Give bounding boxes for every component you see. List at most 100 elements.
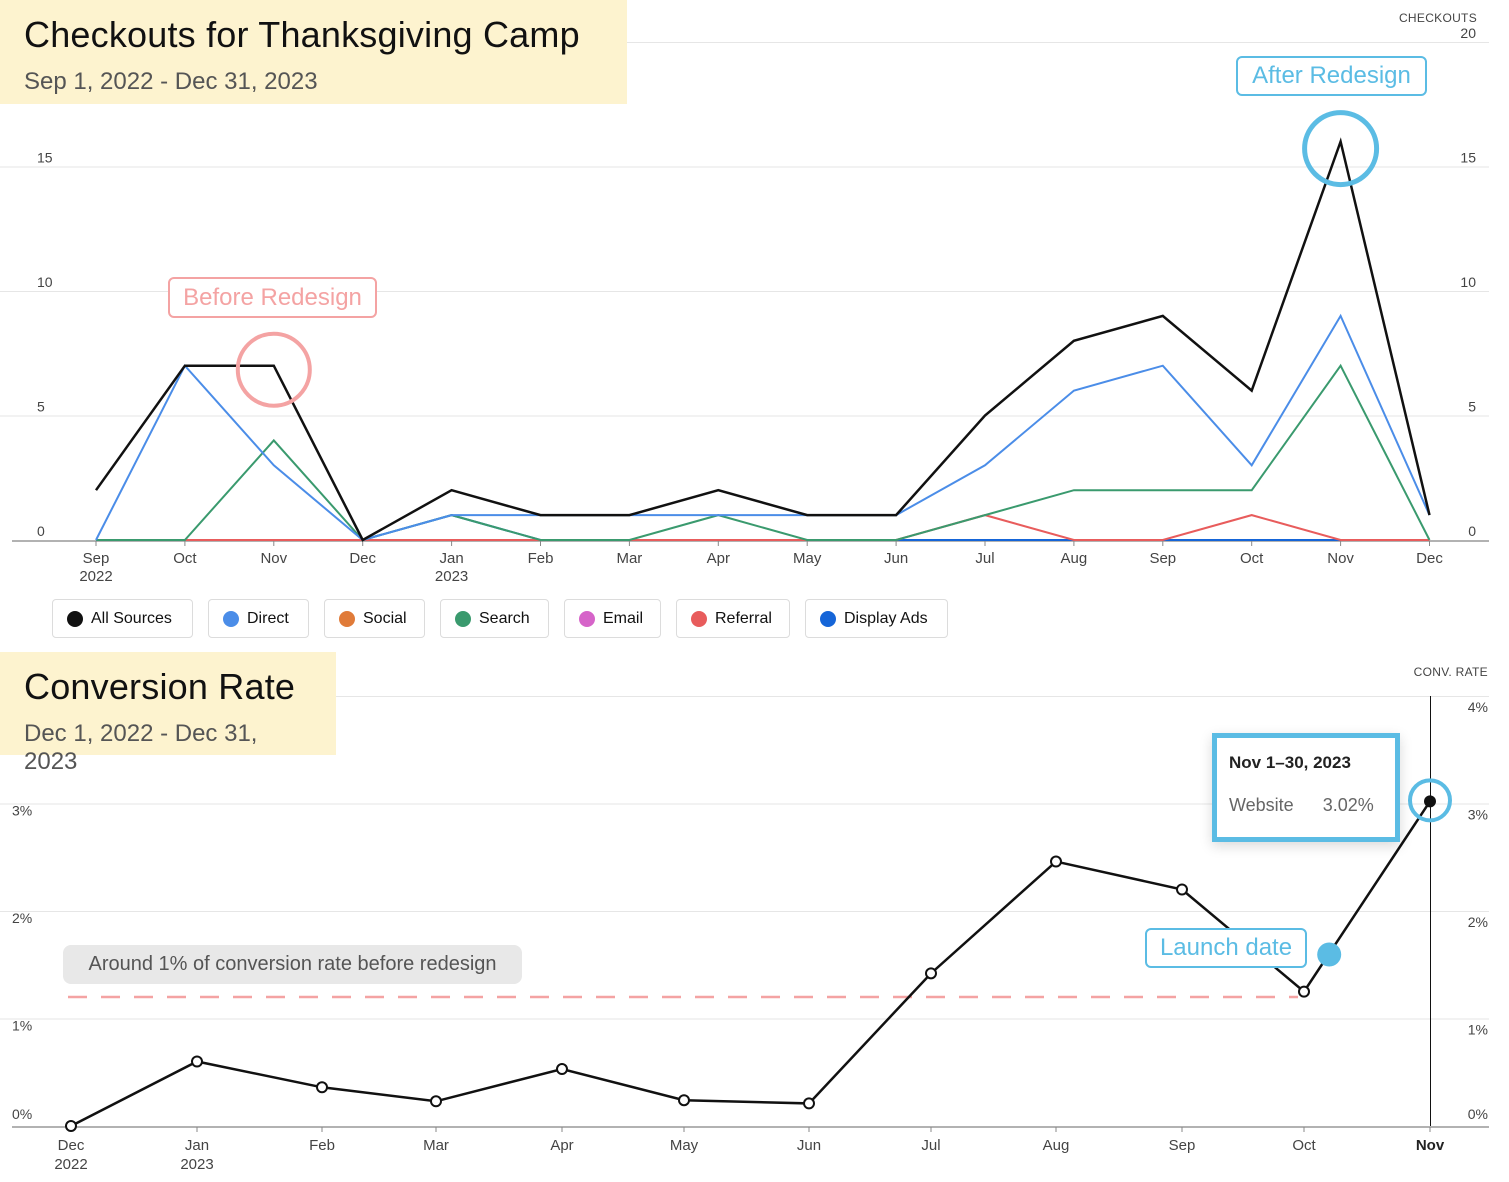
legend-label: Email bbox=[603, 609, 644, 627]
legend-item-social[interactable]: Social bbox=[324, 599, 425, 638]
data-point bbox=[1424, 795, 1436, 808]
x-tick-year: 2022 bbox=[79, 568, 112, 585]
x-tick-label: Jan bbox=[440, 550, 464, 567]
tooltip-row: Website 3.02% bbox=[1229, 795, 1395, 816]
legend-label: Search bbox=[479, 609, 530, 627]
highlight-circle bbox=[1408, 778, 1452, 823]
email-dot-icon bbox=[579, 610, 595, 627]
x-tick-label: Nov bbox=[1327, 550, 1354, 567]
data-point bbox=[1176, 883, 1188, 896]
series-line-direct bbox=[95, 313, 1431, 542]
legend-item-all-sources[interactable]: All Sources bbox=[52, 599, 193, 638]
legend-label: All Sources bbox=[91, 609, 172, 627]
after-redesign-callout: After Redesign bbox=[1236, 56, 1427, 96]
checkouts-date-range: Sep 1, 2022 - Dec 31, 2023 bbox=[24, 68, 318, 95]
data-point bbox=[678, 1094, 690, 1107]
conversion-rate-chart: 0% 1% 2% 3% 0% 1% 2% 3% 4% Dec 2022 Jan 2023 Feb Mar Ap… bbox=[0, 696, 1489, 1173]
x-tick-year: 2023 bbox=[435, 568, 468, 585]
y-tick-right: 10 bbox=[1460, 274, 1476, 290]
y-tick-left: 2% bbox=[12, 910, 32, 926]
x-tick-label: Jul bbox=[975, 550, 994, 567]
data-point bbox=[556, 1063, 568, 1076]
before-redesign-circle bbox=[235, 331, 312, 408]
legend-item-direct[interactable]: Direct bbox=[208, 599, 309, 638]
y-tick-left: 15 bbox=[37, 150, 53, 166]
x-tick-label: Mar bbox=[616, 550, 642, 567]
legend-label: Direct bbox=[247, 609, 289, 627]
x-tick-label: Oct bbox=[1292, 1137, 1316, 1154]
x-tick-label: Aug bbox=[1061, 550, 1088, 567]
y-tick-right: 2% bbox=[1468, 914, 1488, 930]
tooltip-series-label: Website bbox=[1229, 795, 1294, 815]
x-tick-label: Jun bbox=[884, 550, 908, 567]
x-tick-label: Jul bbox=[921, 1137, 940, 1154]
social-dot-icon bbox=[339, 610, 355, 627]
y-tick-right: 1% bbox=[1468, 1022, 1488, 1038]
y-tick-right: 0 bbox=[1468, 523, 1476, 539]
x-tick-label: Apr bbox=[550, 1137, 573, 1154]
referral-dot-icon bbox=[691, 610, 707, 627]
y-tick-left: 10 bbox=[37, 274, 53, 290]
data-point bbox=[1298, 985, 1310, 998]
direct-dot-icon bbox=[223, 610, 239, 627]
data-point bbox=[191, 1055, 203, 1068]
x-tick-label: Oct bbox=[173, 550, 197, 567]
x-tick-label: Nov bbox=[1416, 1137, 1445, 1154]
y-tick-left: 1% bbox=[12, 1018, 32, 1034]
x-tick-label: Jan bbox=[185, 1137, 209, 1154]
all-sources-dot-icon bbox=[67, 610, 83, 627]
tooltip-series-value: 3.02% bbox=[1322, 795, 1374, 815]
x-tick-label: Nov bbox=[260, 550, 287, 567]
conversion-title-box: Conversion Rate Dec 1, 2022 - Dec 31, 20… bbox=[0, 652, 336, 775]
search-dot-icon bbox=[455, 610, 471, 627]
conv-rate-axis-unit: CONV. RATE bbox=[1413, 665, 1488, 679]
series-line-website bbox=[70, 800, 1432, 1128]
conversion-date-range: Dec 1, 2022 - Dec 31, 2023 bbox=[24, 720, 258, 775]
legend-item-email[interactable]: Email bbox=[564, 599, 661, 638]
y-tick-right: 4% bbox=[1468, 699, 1488, 715]
before-redesign-callout: Before Redesign bbox=[168, 277, 377, 318]
legend-item-referral[interactable]: Referral bbox=[676, 599, 790, 638]
x-tick-label: Oct bbox=[1240, 550, 1264, 567]
x-tick-year: 2022 bbox=[54, 1156, 87, 1173]
x-tick-label: Jun bbox=[797, 1137, 821, 1154]
checkouts-title: Checkouts for Thanksgiving Camp bbox=[24, 14, 580, 55]
series-line-search bbox=[96, 363, 1431, 542]
y-tick-right: 3% bbox=[1468, 807, 1488, 823]
series-line-referral bbox=[96, 514, 1430, 541]
series-line-all-sources bbox=[94, 137, 1431, 542]
x-tick-label: Sep bbox=[1169, 1137, 1196, 1154]
legend-label: Display Ads bbox=[844, 609, 928, 627]
x-tick-label: Apr bbox=[707, 550, 730, 567]
y-tick-right: 20 bbox=[1460, 25, 1476, 41]
y-tick-right: 0% bbox=[1468, 1106, 1488, 1122]
checkouts-axis-unit: CHECKOUTS bbox=[1398, 11, 1477, 25]
y-tick-left: 0% bbox=[12, 1106, 32, 1122]
legend-item-search[interactable]: Search bbox=[440, 599, 549, 638]
legend-item-display-ads[interactable]: Display Ads bbox=[805, 599, 948, 638]
after-redesign-circle bbox=[1302, 110, 1380, 188]
checkouts-title-box: Checkouts for Thanksgiving Camp Sep 1, 2… bbox=[0, 0, 627, 104]
x-tick-label: Sep bbox=[1149, 550, 1176, 567]
y-tick-right: 5 bbox=[1468, 399, 1476, 415]
x-tick-year: 2023 bbox=[180, 1156, 213, 1173]
x-tick-label: Feb bbox=[528, 550, 554, 567]
tooltip-title: Nov 1–30, 2023 bbox=[1229, 753, 1351, 772]
data-point bbox=[803, 1097, 815, 1110]
data-point bbox=[925, 967, 937, 980]
data-point bbox=[430, 1095, 442, 1108]
launch-date-marker bbox=[1317, 942, 1342, 967]
data-point bbox=[316, 1081, 328, 1094]
data-point bbox=[65, 1120, 77, 1132]
conversion-title: Conversion Rate bbox=[24, 666, 296, 707]
x-tick-label: Mar bbox=[423, 1137, 449, 1154]
y-tick-right: 15 bbox=[1460, 150, 1476, 166]
display-ads-dot-icon bbox=[820, 610, 836, 627]
x-tick-label: Dec bbox=[58, 1137, 85, 1154]
y-tick-left: 5 bbox=[37, 399, 45, 415]
x-tick-label: Aug bbox=[1043, 1137, 1070, 1154]
x-tick-label: Dec bbox=[1416, 550, 1443, 567]
legend-label: Social bbox=[363, 609, 407, 627]
x-tick-label: May bbox=[670, 1137, 699, 1154]
